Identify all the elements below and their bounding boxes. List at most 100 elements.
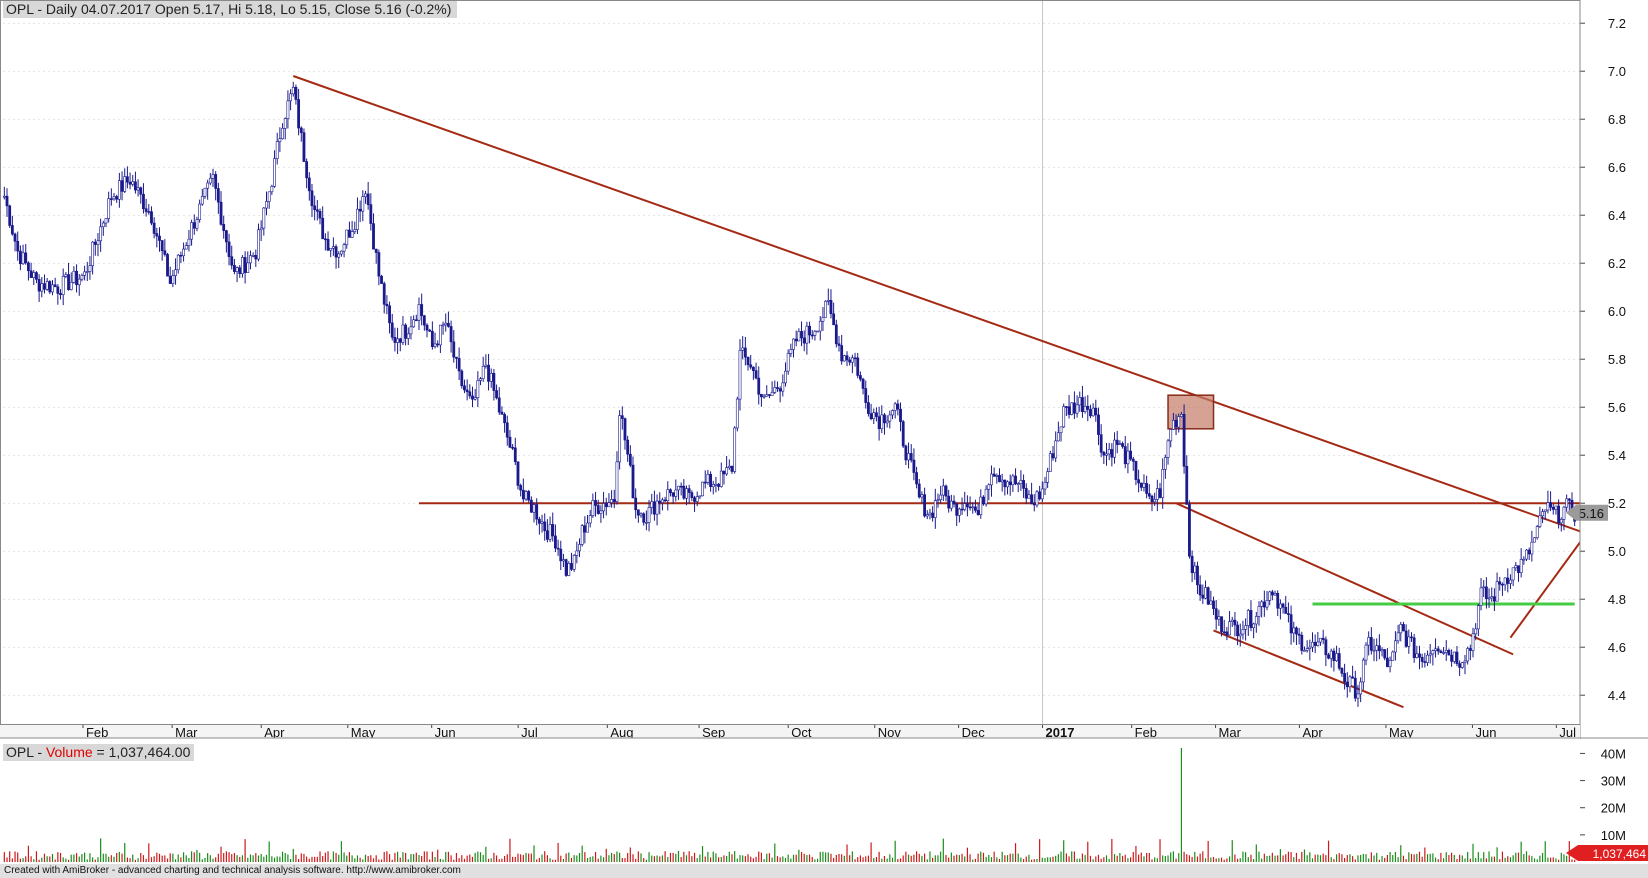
ohlc-body — [709, 473, 712, 487]
ohlc-body — [527, 491, 531, 501]
ohlc-body — [1268, 591, 1272, 601]
ohlc-body — [222, 224, 226, 231]
ohlc-body — [1287, 613, 1290, 615]
ohlc-body — [677, 485, 680, 491]
ohlc-body — [687, 488, 691, 493]
ohlc-body — [1514, 565, 1518, 569]
ohlc-body — [773, 387, 777, 393]
y-tick-label: 4.6 — [1608, 640, 1626, 655]
ohlc-body — [853, 357, 857, 360]
ohlc-body — [711, 484, 715, 487]
ohlc-body — [1105, 453, 1108, 456]
last-volume-label: 1,037,464 — [1593, 847, 1647, 861]
ohlc-body — [8, 205, 12, 226]
y-tick-label: 7.0 — [1608, 64, 1626, 79]
ohlc-body — [1097, 414, 1100, 435]
price-title-text: OPL - Daily 04.07.2017 Open 5.17, Hi 5.1… — [6, 1, 452, 17]
ohlc-body — [1372, 649, 1376, 652]
footer-credit: Created with AmiBroker - advanced charti… — [0, 864, 1648, 878]
ohlc-body — [1056, 432, 1060, 442]
ohlc-body — [294, 87, 298, 100]
ohlc-body — [436, 343, 440, 346]
ohlc-body — [856, 357, 860, 376]
ohlc-body — [805, 325, 809, 344]
ohlc-body — [144, 208, 148, 212]
ohlc-body — [1567, 498, 1571, 501]
ohlc-body — [925, 514, 929, 517]
ohlc-body — [1030, 494, 1034, 505]
ohlc-body — [476, 380, 480, 398]
ohlc-body — [101, 222, 105, 228]
ohlc-body — [1147, 493, 1151, 497]
ohlc-body — [455, 356, 458, 359]
ohlc-body — [1311, 641, 1314, 648]
ohlc-body — [345, 229, 349, 246]
chart-frame — [0, 0, 1581, 725]
ohlc-body — [1482, 586, 1486, 589]
ohlc-body — [1412, 637, 1416, 658]
ohlc-body — [433, 343, 437, 347]
ohlc-body — [928, 512, 932, 515]
ohlc-body — [1016, 483, 1020, 485]
ohlc-body — [356, 208, 359, 230]
ohlc-body — [751, 366, 755, 371]
trend-line-channel-upper — [1175, 502, 1514, 656]
ohlc-body — [331, 246, 335, 249]
ohlc-body — [923, 494, 926, 517]
ohlc-body — [278, 138, 282, 142]
x-tick-label: 2017 — [1046, 725, 1075, 740]
ohlc-body — [741, 347, 745, 351]
ohlc-body — [1509, 579, 1512, 584]
ohlc-body — [650, 501, 654, 508]
ohlc-body — [1270, 591, 1274, 596]
ohlc-body — [481, 366, 485, 379]
ohlc-body — [1535, 526, 1539, 539]
ohlc-body — [931, 512, 935, 518]
ohlc-body — [1418, 653, 1421, 658]
ohlc-body — [75, 270, 78, 286]
last-price-label: 5.16 — [1579, 506, 1604, 521]
ohlc-body — [1380, 649, 1384, 652]
ohlc-body — [1308, 646, 1312, 649]
trend-line-downtrend — [292, 75, 1637, 553]
ohlc-body — [1003, 479, 1007, 488]
ohlc-body — [1399, 624, 1403, 634]
ohlc-body — [1158, 488, 1162, 498]
ohlc-body — [1260, 601, 1264, 607]
ohlc-body — [965, 503, 969, 508]
ohlc-body — [163, 250, 167, 255]
ohlc-body — [1501, 583, 1504, 586]
ohlc-body — [1383, 649, 1387, 659]
ohlc-body — [227, 241, 231, 257]
ohlc-body — [1043, 482, 1047, 490]
ohlc-body — [703, 481, 707, 484]
ohlc-body — [1150, 495, 1154, 503]
ohlc-body — [669, 489, 672, 494]
ohlc-body — [1471, 633, 1475, 651]
ohlc-body — [37, 279, 41, 292]
ohlc-body — [682, 485, 686, 499]
ohlc-body — [428, 329, 432, 332]
ohlc-body — [588, 515, 592, 524]
ohlc-body — [1273, 593, 1277, 596]
ohlc-body — [1327, 654, 1330, 659]
ohlc-body — [1458, 663, 1462, 668]
ohlc-body — [717, 483, 721, 487]
ohlc-body — [1361, 659, 1365, 683]
ohlc-body — [104, 218, 108, 224]
ohlc-body — [508, 436, 512, 448]
ohlc-body — [211, 174, 215, 179]
ohlc-body — [224, 230, 228, 243]
ohlc-body — [992, 473, 996, 477]
ohlc-body — [382, 283, 386, 305]
ohlc-body — [243, 257, 247, 273]
ohlc-body — [912, 459, 916, 473]
ohlc-body — [872, 412, 876, 420]
ohlc-body — [69, 281, 73, 290]
x-axis-band — [0, 725, 1580, 738]
ohlc-body — [1174, 419, 1178, 428]
ohlc-body — [120, 180, 124, 192]
ohlc-body — [150, 211, 153, 224]
ohlc-body — [883, 414, 886, 424]
ohlc-body — [438, 324, 442, 346]
